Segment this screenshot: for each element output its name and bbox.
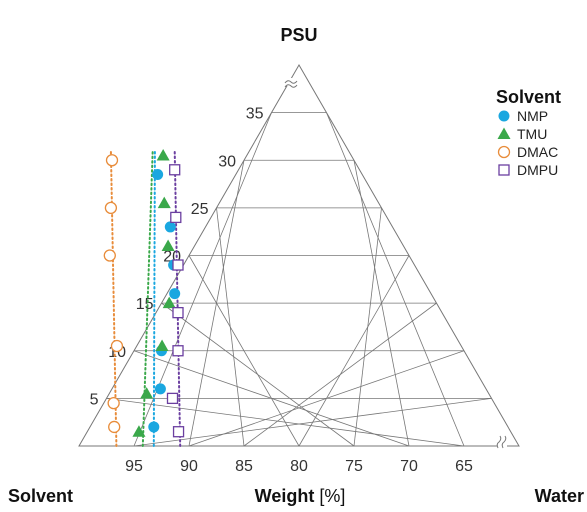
fit-line-dmac: [109, 149, 118, 447]
axis-breaks: [284, 78, 507, 450]
legend: Solvent NMP TMU DMAC DMPU: [496, 87, 561, 178]
grid-line: [161, 302, 355, 447]
vertex-label-psu: PSU: [280, 25, 317, 45]
data-point-dmpu: [172, 259, 184, 271]
axis-break-mark: [501, 435, 507, 449]
data-point-dmpu: [172, 426, 185, 438]
data-point-tmu: [162, 296, 176, 309]
data-point-tmu: [155, 339, 169, 351]
data-point-tmu: [156, 148, 170, 161]
psu-tick-label: 15: [136, 296, 154, 313]
data-point-dmac: [104, 201, 118, 215]
data-point-nmp: [169, 288, 181, 300]
legend-marker-dmac: [497, 145, 511, 159]
data-point-dmpu: [172, 345, 184, 357]
solvent-tick-label: 85: [235, 458, 253, 475]
data-point-nmp: [164, 221, 176, 233]
axis-break-gap: [497, 434, 507, 450]
data-point-dmac: [105, 154, 119, 167]
solvent-tick-label: 75: [345, 458, 363, 475]
psu-tick-label: 5: [90, 391, 99, 408]
data-point-nmp: [152, 169, 164, 181]
legend-label-dmac: DMAC: [517, 144, 558, 160]
data-point-dmac: [107, 396, 120, 410]
data-point-dmac: [103, 249, 116, 262]
triangle-frame: [78, 64, 520, 447]
data-point-nmp: [148, 421, 160, 433]
axis-title: Weight [%]: [255, 486, 346, 506]
psu-tick-label: 30: [218, 153, 236, 170]
psu-tick-label: 35: [246, 106, 264, 123]
fit-line-nmp: [152, 149, 156, 447]
legend-label-dmpu: DMPU: [517, 162, 558, 178]
solvent-tick-label: 90: [180, 458, 198, 475]
solvent-tick-label: 70: [400, 458, 418, 475]
legend-label-tmu: TMU: [517, 126, 547, 142]
grid-line: [353, 160, 410, 447]
grid-line: [133, 350, 410, 447]
grid-line: [326, 112, 465, 447]
grid-line: [106, 397, 465, 447]
axis-title-unit: [%]: [314, 486, 345, 506]
psu-tick-label: 25: [191, 201, 209, 218]
data-point-tmu: [157, 196, 171, 209]
solvent-tick-label: 95: [125, 458, 143, 475]
vertex-label-water: Water: [535, 486, 584, 506]
data-point-nmp: [154, 383, 166, 395]
solvent-tick-labels: 95 90 85 80 75 70 65: [125, 458, 473, 475]
legend-title: Solvent: [496, 87, 561, 107]
data-point-tmu: [161, 239, 175, 251]
data-point-dmpu: [166, 392, 179, 405]
data-point-dmpu: [169, 164, 181, 176]
data-point-tmu: [132, 425, 146, 437]
legend-marker-nmp: [498, 110, 510, 122]
data-point-dmpu: [172, 306, 184, 319]
legend-label-nmp: NMP: [517, 108, 548, 124]
triangle-outline: [78, 64, 520, 447]
legend-marker-dmpu: [498, 164, 510, 176]
data-point-dmac: [108, 420, 121, 434]
axis-break-mark: [284, 80, 298, 84]
axis-break-mark: [496, 435, 502, 449]
grid-line: [188, 255, 300, 447]
data-points: [103, 148, 185, 438]
ternary-grid: [106, 112, 492, 447]
data-point-dmac: [110, 339, 124, 353]
axis-title-name: Weight: [255, 486, 315, 506]
axis-break-mark: [284, 84, 298, 88]
data-point-tmu: [140, 387, 154, 399]
grid-line: [353, 207, 382, 447]
solvent-tick-label: 65: [455, 458, 473, 475]
solvent-tick-label: 80: [290, 458, 308, 475]
legend-marker-tmu: [497, 127, 511, 139]
vertex-label-solvent: Solvent: [8, 486, 73, 506]
data-point-dmpu: [170, 211, 182, 224]
